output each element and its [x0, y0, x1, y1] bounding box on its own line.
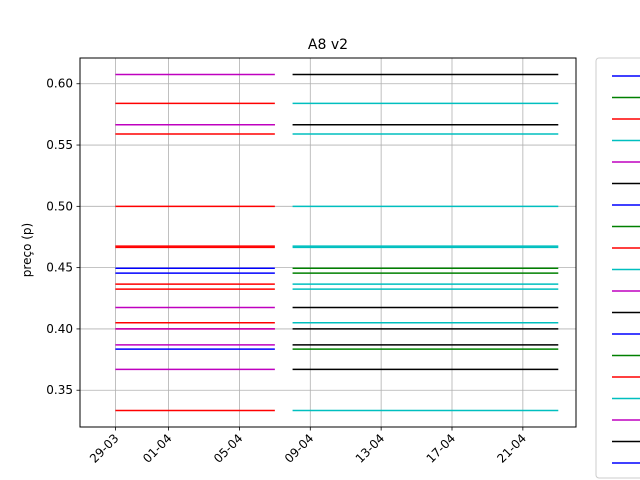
- y-tick-label: 0.45: [46, 261, 73, 275]
- y-tick-label: 0.60: [46, 77, 73, 91]
- x-tick-label: 29-03: [87, 431, 122, 466]
- x-tick-label: 17-04: [424, 431, 459, 466]
- grid: [80, 58, 576, 427]
- plot-frame: [79, 57, 577, 428]
- y-tick-label: 0.40: [46, 322, 73, 336]
- y-axis-label: preço (p): [20, 223, 34, 277]
- x-axis-ticks: 29-03 01-04 05-04 09-04 13-04 17-04 21-04: [87, 427, 529, 466]
- price-segments: [115, 73, 559, 412]
- legend-box: [595, 57, 640, 479]
- legend: [595, 57, 640, 479]
- x-tick-label: 01-04: [140, 431, 175, 466]
- chart-title: A8 v2: [308, 37, 348, 53]
- y-tick-label: 0.35: [46, 383, 73, 397]
- y-tick-label: 0.50: [46, 199, 73, 213]
- x-tick-label: 21-04: [494, 431, 529, 466]
- y-tick-label: 0.55: [46, 138, 73, 152]
- y-axis-ticks: 0.35 0.40 0.45 0.50 0.55 0.60: [46, 77, 80, 397]
- x-tick-label: 09-04: [282, 431, 317, 466]
- x-tick-label: 05-04: [211, 431, 246, 466]
- x-tick-label: 13-04: [353, 431, 388, 466]
